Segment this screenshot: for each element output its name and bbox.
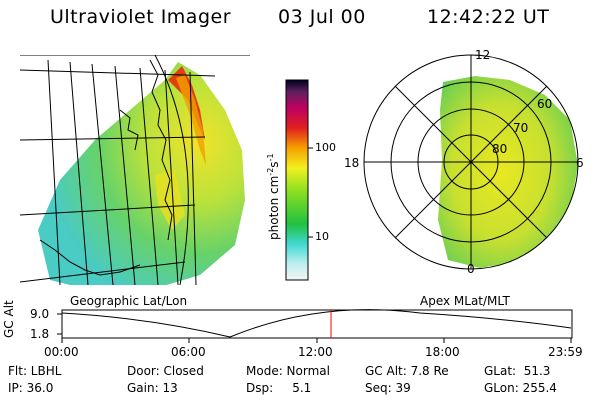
observation-date: 03 Jul 00: [278, 6, 366, 28]
instrument-title: Ultraviolet Imager: [50, 6, 232, 28]
time-tick-2359: 23:59: [548, 345, 583, 359]
altitude-curve: [61, 309, 572, 338]
info-door: Door: Closed: [127, 364, 204, 378]
time-tick-0600: 06:00: [171, 345, 206, 359]
info-gain: Gain: 13: [127, 381, 178, 395]
mlt-label-0: 0: [467, 262, 475, 276]
altitude-plot-frame: [61, 309, 573, 339]
mlt-label-18: 18: [344, 156, 360, 170]
lat-label-60: 60: [537, 97, 553, 111]
altitude-ylabel: GC Alt: [2, 300, 16, 338]
geographic-panel-label: Geographic Lat/Lon: [70, 294, 188, 308]
colorbar-tick-100: 100: [315, 141, 336, 154]
colorbar-title: photon cm-2s-1: [266, 153, 281, 240]
info-ip: IP: 36.0: [8, 381, 54, 395]
mlt-label-12: 12: [475, 48, 491, 62]
altitude-ytick-high: 9.0: [30, 307, 50, 321]
info-gc-alt: GC Alt: 7.8 Re: [365, 364, 449, 378]
info-mode: Mode: Normal: [246, 364, 330, 378]
mlt-label-6: 6: [576, 156, 584, 170]
geographic-image: [20, 55, 250, 285]
apex-panel-label: Apex MLat/MLT: [420, 294, 510, 308]
colorbar: [285, 79, 309, 281]
info-glat: GLat: 51.3: [484, 364, 551, 378]
lat-label-70: 70: [513, 121, 529, 135]
time-tick-1800: 18:00: [425, 345, 460, 359]
lat-label-80: 80: [492, 142, 508, 156]
colorbar-tick-10: 10: [315, 230, 329, 243]
info-glon: GLon: 255.4: [484, 381, 557, 395]
polar-image: [363, 54, 579, 270]
observation-time: 12:42:22 UT: [427, 6, 550, 28]
info-seq: Seq: 39: [365, 381, 411, 395]
info-dsp: Dsp: 5.1: [246, 381, 312, 395]
time-tick-0000: 00:00: [44, 345, 79, 359]
time-tick-1200: 12:00: [298, 345, 333, 359]
info-filter: Flt: LBHL: [8, 364, 62, 378]
altitude-ytick-low: 1.8: [30, 327, 50, 341]
